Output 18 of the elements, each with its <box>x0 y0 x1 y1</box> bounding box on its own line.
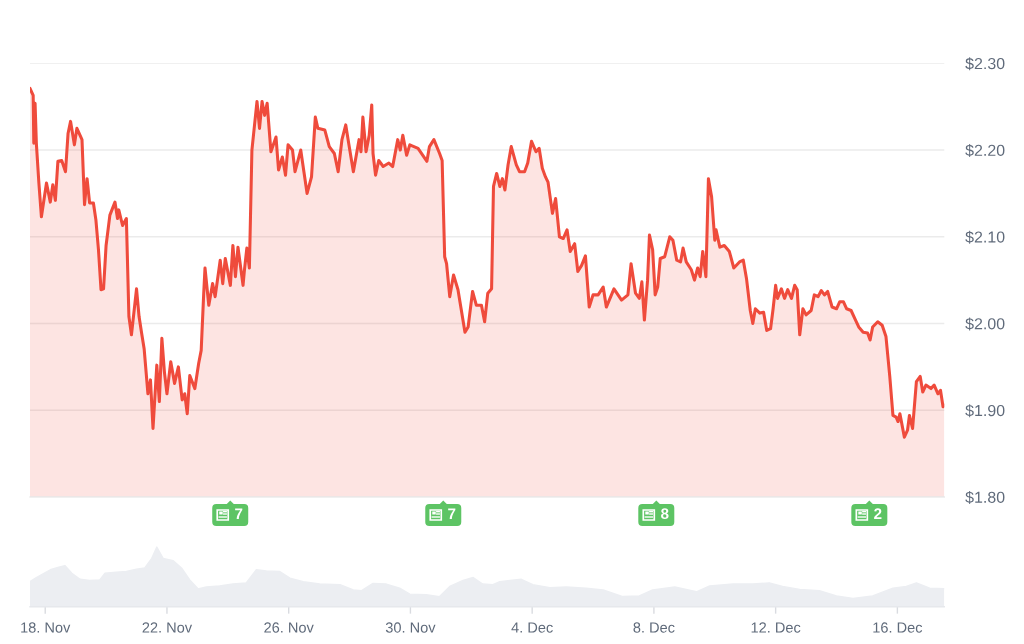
x-tick-label: 26. Nov <box>264 622 314 633</box>
y-tick-label: $2.00 <box>965 317 1005 331</box>
text: 8 <box>661 508 669 520</box>
text: 7 <box>235 508 243 519</box>
x-tick-label: 8. Dec <box>633 622 675 633</box>
y-tick-label: $2.10 <box>965 230 1005 244</box>
y-tick-label: $2.20 <box>965 144 1005 157</box>
x-tick-label: 30. Nov <box>385 622 436 633</box>
y-tick-label: $2.30 <box>965 57 1005 71</box>
y-tick-label: $1.90 <box>965 404 1005 418</box>
text: 2 <box>874 508 882 519</box>
x-tick-label: 12. Dec <box>751 622 801 633</box>
x-tick-label: 18. Nov <box>21 622 71 633</box>
x-tick-label: 4. Dec <box>511 622 553 633</box>
y-tick-label: $1.80 <box>965 490 1005 504</box>
text: 7 <box>448 508 456 519</box>
x-tick-label: 22. Nov <box>142 622 193 633</box>
x-tick-label: 16. Dec <box>873 622 923 633</box>
